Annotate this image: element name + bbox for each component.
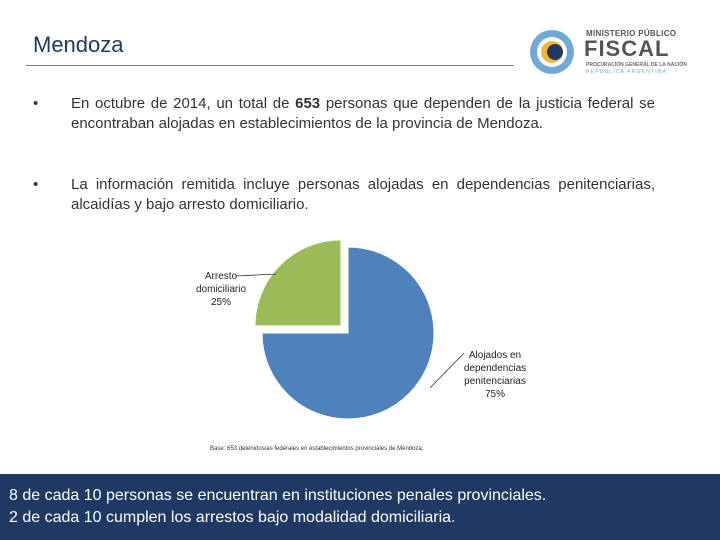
title-divider [26,65,514,66]
logo-line-2: FISCAL [584,36,670,61]
logo-line-3: PROCURACIÓN GENERAL DE LA NACIÓN [586,62,687,68]
bullet-item-1: • En octubre de 2014, un total de 653 pe… [33,94,655,134]
summary-banner: 8 de cada 10 personas se encuentran en i… [0,474,720,540]
logo-line-4: REPÚBLICA ARGENTINA [586,69,668,75]
pie-slice-alojados [261,246,435,420]
sun-emblem-icon [530,30,574,74]
fiscal-logo: MINISTERIO PÚBLICO FISCAL PROCURACIÓN GE… [528,26,698,80]
chart-footnote: Base: 653 detenidos/as federales en esta… [210,446,424,452]
banner-line-2: 2 de cada 10 cumplen los arrestos bajo m… [9,509,456,526]
bullet-text-2: La información remitida incluye personas… [71,176,655,213]
total-count: 653 [295,95,321,112]
bullet-item-2: • La información remitida incluye person… [33,175,655,215]
bullet-text-1: En octubre de 2014, un total de 653 pers… [71,95,655,132]
label-alojados: Alojados en dependencias penitenciarias … [463,350,527,400]
banner-line-1: 8 de cada 10 personas se encuentran en i… [9,487,547,504]
label-arresto: Arresto domiciliario 25% [195,271,246,308]
bullet-dot: • [33,95,39,112]
pie-slice-arresto [254,239,342,327]
page-title: Mendoza [33,32,124,57]
logo-line-1: MINISTERIO PÚBLICO [586,29,677,38]
pie-chart [235,239,465,420]
leader-line-alojados [429,352,465,389]
leader-line-arresto [235,273,277,277]
bullet-dot: • [33,176,39,193]
